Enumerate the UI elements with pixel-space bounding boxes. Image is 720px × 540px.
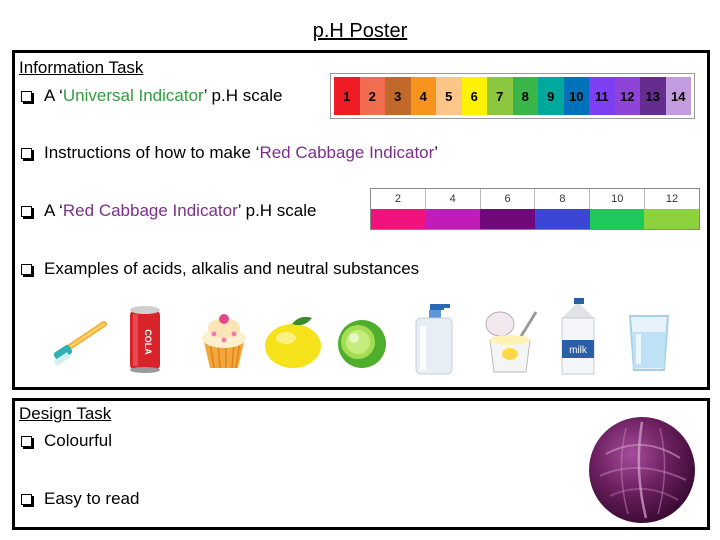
yogurt-icon <box>485 311 538 373</box>
universal-scale-cell: 1 <box>334 77 360 115</box>
cabbage-scale-swatch <box>535 209 590 229</box>
bullet-red-cabbage-scale: A ‘Red Cabbage Indicator’ p.H scale <box>21 201 316 221</box>
cabbage-scale-swatch <box>425 209 481 229</box>
cola-can-icon: COLA <box>130 306 160 373</box>
checkbox-icon <box>21 263 32 275</box>
milk-carton-icon: milk <box>561 298 595 375</box>
universal-scale-cell: 9 <box>538 77 564 115</box>
svg-text:milk: milk <box>569 345 588 356</box>
bullet-text: Instructions of how to make ‘ <box>44 143 260 162</box>
information-task-box <box>12 50 710 390</box>
bullet-text: A ‘ <box>44 86 63 105</box>
bullet-easy-to-read: Easy to read <box>21 489 139 509</box>
universal-scale-cell: 7 <box>487 77 513 115</box>
cabbage-scale-label: 6 <box>481 189 536 209</box>
cabbage-scale-label: 12 <box>665 193 679 205</box>
cupcake-icon <box>202 314 246 369</box>
highlight-text: Red Cabbage Indicator <box>62 201 238 220</box>
design-task-box <box>12 398 710 530</box>
checkbox-icon <box>21 435 32 447</box>
cabbage-scale-swatch <box>644 209 700 229</box>
universal-scale-cell: 12 <box>614 77 640 115</box>
bullet-examples: Examples of acids, alkalis and neutral s… <box>21 259 419 279</box>
universal-indicator-scale: 1 2 3 4 5 6 7 8 9 10 11 12 13 14 <box>330 73 695 119</box>
bullet-red-cabbage-instructions: Instructions of how to make ‘Red Cabbage… <box>21 143 438 163</box>
cabbage-scale-swatch <box>589 209 645 229</box>
bullet-text: Easy to read <box>44 489 140 508</box>
substance-icons-row: COLA <box>40 298 680 380</box>
universal-scale-cell: 4 <box>410 77 436 115</box>
bullet-colourful: Colourful <box>21 431 112 451</box>
cabbage-scale-label: 4 <box>426 189 481 209</box>
universal-scale-cell: 14 <box>665 77 691 115</box>
information-task-heading: Information Task <box>19 58 144 77</box>
highlight-text: Red Cabbage Indicator <box>259 143 435 162</box>
cabbage-scale-swatch <box>371 209 426 229</box>
universal-scale-cell: 8 <box>512 77 538 115</box>
universal-scale-cell: 11 <box>589 77 615 115</box>
universal-scale-cell: 6 <box>461 77 487 115</box>
poster-title: p.H Poster <box>312 20 408 42</box>
universal-scale-cell: 10 <box>563 77 589 115</box>
bullet-text: ’ p.H scale <box>237 201 317 220</box>
water-glass-icon <box>628 315 670 371</box>
bullet-text: ’ p.H scale <box>203 86 283 105</box>
cabbage-scale-swatch <box>480 209 536 229</box>
checkbox-icon <box>21 493 32 505</box>
universal-scale-cell: 3 <box>385 77 411 115</box>
red-cabbage-scale: 2 4 6 8 10 12 <box>370 188 700 230</box>
toothbrush-icon <box>53 321 107 366</box>
svg-text:COLA: COLA <box>143 329 153 355</box>
universal-scale-cell: 5 <box>436 77 462 115</box>
checkbox-icon <box>21 147 32 159</box>
checkbox-icon <box>21 90 32 102</box>
bullet-text: Examples of acids, alkalis and neutral s… <box>44 259 420 278</box>
bullet-universal-scale: A ‘Universal Indicator’ p.H scale <box>21 86 282 106</box>
red-cabbage-image <box>589 417 695 523</box>
cabbage-scale-label: 10 <box>590 189 646 209</box>
universal-scale-cell: 13 <box>640 77 666 115</box>
bullet-text: Colourful <box>44 431 113 450</box>
cabbage-scale-label: 8 <box>535 189 591 209</box>
universal-scale-cell: 2 <box>359 77 385 115</box>
highlight-text: Universal Indicator <box>62 86 204 105</box>
lemon-icon <box>265 316 321 368</box>
bullet-text: A ‘ <box>44 201 63 220</box>
design-task-heading: Design Task <box>19 404 112 423</box>
cabbage-scale-label: 2 <box>371 189 426 209</box>
checkbox-icon <box>21 205 32 217</box>
lime-icon <box>338 320 386 368</box>
soap-dispenser-icon <box>415 304 453 375</box>
bullet-text: ’ <box>434 143 439 162</box>
